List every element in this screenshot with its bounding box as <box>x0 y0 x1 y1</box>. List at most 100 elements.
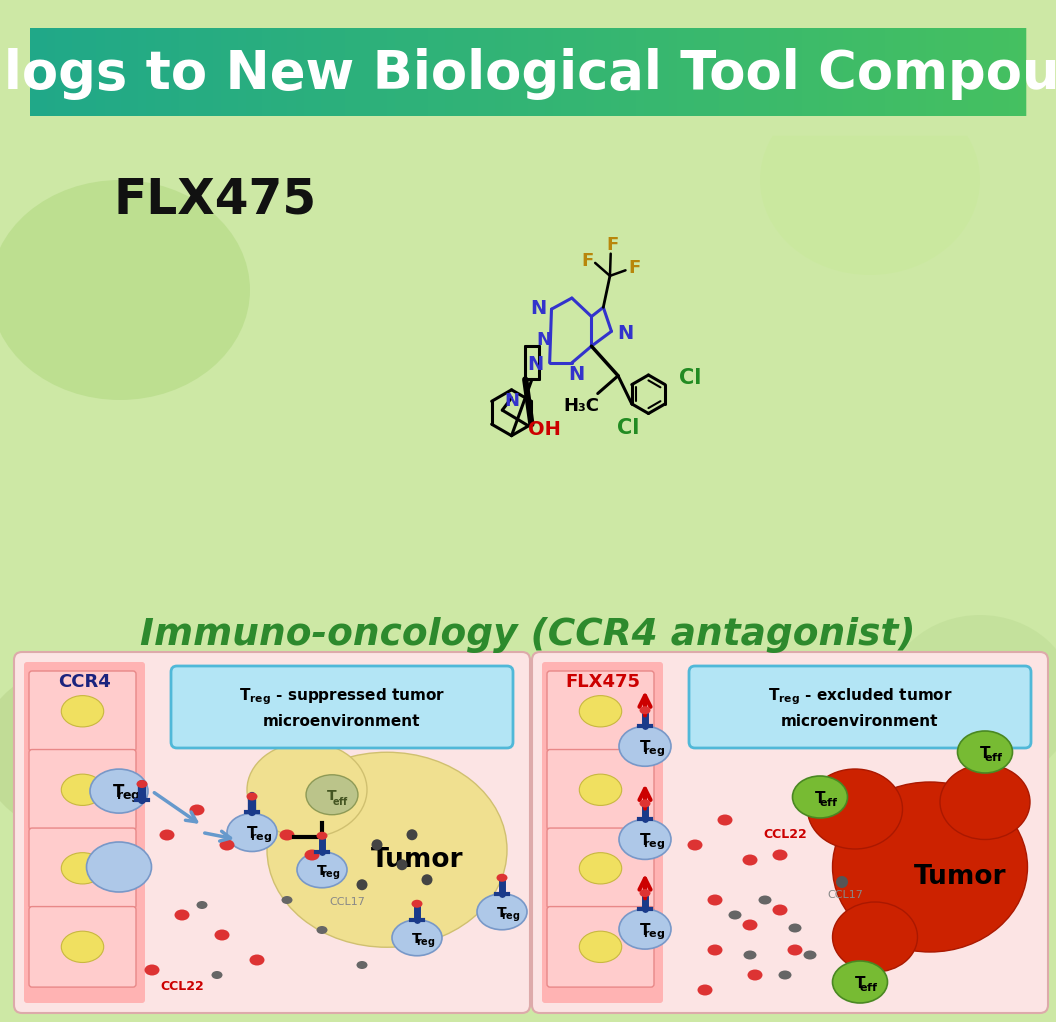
Text: N: N <box>504 391 520 410</box>
Ellipse shape <box>412 899 422 908</box>
Text: microenvironment: microenvironment <box>781 713 939 729</box>
Bar <box>1010 28 1019 117</box>
Bar <box>386 28 396 117</box>
Text: $\mathbf{T}$: $\mathbf{T}$ <box>316 864 327 878</box>
Ellipse shape <box>282 896 293 904</box>
Ellipse shape <box>708 894 722 905</box>
Bar <box>287 28 297 117</box>
Text: $\mathbf{eff}$: $\mathbf{eff}$ <box>819 796 838 808</box>
Bar <box>910 28 919 117</box>
Bar <box>437 28 446 117</box>
Bar <box>786 28 794 117</box>
Bar <box>196 28 205 117</box>
Bar <box>204 28 213 117</box>
Text: $\mathbf{reg}$: $\mathbf{reg}$ <box>250 831 272 844</box>
Ellipse shape <box>729 911 741 920</box>
Bar <box>188 28 197 117</box>
Bar <box>146 28 155 117</box>
Bar <box>72 28 81 117</box>
Ellipse shape <box>61 931 103 963</box>
Ellipse shape <box>227 814 277 851</box>
Bar <box>802 28 811 117</box>
Ellipse shape <box>885 615 1056 785</box>
Bar <box>1018 28 1027 117</box>
Bar <box>495 28 504 117</box>
Bar <box>868 28 878 117</box>
Text: N: N <box>530 298 547 318</box>
Text: $\mathbf{T}$: $\mathbf{T}$ <box>639 922 652 938</box>
FancyBboxPatch shape <box>29 907 136 987</box>
Bar <box>852 28 861 117</box>
Text: CCR4: CCR4 <box>58 673 111 691</box>
Ellipse shape <box>496 874 508 882</box>
FancyBboxPatch shape <box>547 671 654 751</box>
Bar <box>728 28 736 117</box>
Bar <box>860 28 869 117</box>
Ellipse shape <box>0 180 250 400</box>
Text: N: N <box>618 324 634 342</box>
Text: CCL17: CCL17 <box>329 896 365 907</box>
Bar <box>1001 28 1011 117</box>
Ellipse shape <box>214 929 229 940</box>
Text: microenvironment: microenvironment <box>263 713 420 729</box>
Ellipse shape <box>174 910 189 921</box>
Text: $\mathbf{eff}$: $\mathbf{eff}$ <box>333 795 350 806</box>
Bar <box>611 28 620 117</box>
Bar <box>677 28 686 117</box>
Bar <box>105 28 114 117</box>
Bar <box>254 28 263 117</box>
Ellipse shape <box>760 85 980 275</box>
Ellipse shape <box>280 830 295 840</box>
Ellipse shape <box>742 920 757 930</box>
Bar <box>138 28 147 117</box>
Ellipse shape <box>306 775 358 815</box>
Ellipse shape <box>788 944 803 956</box>
Bar <box>379 28 388 117</box>
Bar <box>328 28 338 117</box>
Bar <box>511 28 521 117</box>
Text: $\mathbf{reg}$: $\mathbf{reg}$ <box>643 745 665 757</box>
Bar <box>96 28 106 117</box>
FancyBboxPatch shape <box>171 666 513 748</box>
Bar <box>38 28 48 117</box>
Bar <box>661 28 671 117</box>
Text: FLX475: FLX475 <box>113 176 317 224</box>
Ellipse shape <box>0 665 180 835</box>
Ellipse shape <box>580 696 622 727</box>
Bar <box>470 28 479 117</box>
Bar <box>968 28 977 117</box>
Bar <box>461 28 471 117</box>
Bar <box>876 28 886 117</box>
Ellipse shape <box>789 924 802 932</box>
Ellipse shape <box>580 931 622 963</box>
Text: $\mathbf{eff}$: $\mathbf{eff}$ <box>860 981 879 993</box>
Bar <box>627 28 637 117</box>
Bar <box>636 28 645 117</box>
Bar <box>719 28 729 117</box>
Bar <box>88 28 97 117</box>
FancyBboxPatch shape <box>24 662 145 1003</box>
Bar <box>46 28 56 117</box>
Text: $\mathbf{T}$: $\mathbf{T}$ <box>496 905 508 920</box>
Text: F: F <box>606 236 619 253</box>
Bar <box>918 28 927 117</box>
Bar <box>653 28 662 117</box>
Text: N: N <box>536 331 551 350</box>
Bar <box>810 28 819 117</box>
Ellipse shape <box>717 815 733 826</box>
Ellipse shape <box>773 849 788 861</box>
Ellipse shape <box>297 851 347 888</box>
Ellipse shape <box>792 776 848 818</box>
Bar <box>586 28 596 117</box>
Ellipse shape <box>619 727 671 766</box>
Text: $\mathbf{T}$: $\mathbf{T}$ <box>639 832 652 848</box>
Ellipse shape <box>640 799 650 807</box>
Ellipse shape <box>304 849 320 861</box>
Bar <box>902 28 910 117</box>
Ellipse shape <box>804 950 816 960</box>
Ellipse shape <box>211 971 223 979</box>
Text: $\mathbf{T}$: $\mathbf{T}$ <box>854 975 866 991</box>
Bar <box>121 28 131 117</box>
Bar <box>935 28 944 117</box>
Ellipse shape <box>742 854 757 866</box>
